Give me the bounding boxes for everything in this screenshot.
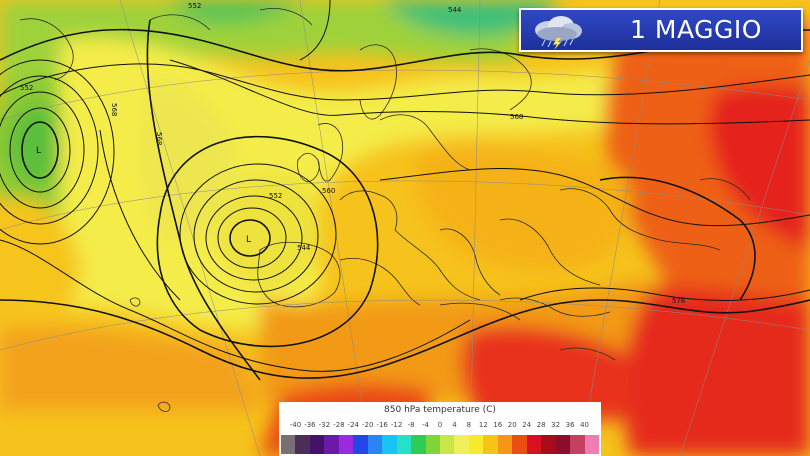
legend-swatch (584, 435, 599, 454)
legend-tick-label: -36 (304, 421, 316, 429)
legend-swatch (338, 435, 354, 454)
contour-label: 552 (20, 84, 33, 92)
storm-cloud-icon (535, 16, 582, 50)
contour-labels: 552 568 568 552 560 544 568 544 552 576 (20, 2, 686, 305)
legend-tick-label: -12 (390, 421, 403, 429)
legend-tick-label: -40 (289, 421, 302, 429)
contour-label: 576 (672, 297, 686, 305)
legend-title: 850 hPa temperature (C) (384, 405, 496, 415)
legend-swatch (468, 435, 484, 454)
legend-swatch (309, 435, 325, 454)
legend-swatch (555, 435, 571, 454)
legend-swatch (541, 435, 556, 454)
legend-swatch (396, 435, 412, 454)
legend-ticks: -40 -36 -32 -28 -24 -20 -16 -12 -8 -4 0 4 8 12 16 20 24 2… (281, 421, 599, 433)
low-pressure-center: L (246, 235, 251, 245)
date-banner: 1 MAGGIO (519, 8, 803, 52)
contour-label: 560 (322, 187, 335, 195)
legend-tick-label: 12 (478, 421, 488, 429)
legend-swatch (497, 435, 513, 454)
date-label: 1 MAGGIO (630, 15, 762, 44)
contour-label: 544 (448, 6, 462, 14)
legend-tick-label: -20 (362, 421, 374, 429)
contour-label: 568 (110, 103, 118, 116)
legend-tick-label: 28 (536, 421, 546, 429)
legend-tick-label: 4 (452, 421, 457, 429)
legend-tick-label: -32 (318, 421, 331, 429)
legend-swatch (324, 435, 339, 454)
legend-tick-label: 36 (565, 421, 575, 429)
legend-tick-label: -24 (347, 421, 359, 429)
legend-tick-label: 20 (507, 421, 517, 429)
legend-tick-label: -16 (376, 421, 388, 429)
low-pressure-center: L (36, 146, 41, 156)
temperature-legend: 850 hPa temperature (C) -40 -36 -32 -28 -24-… (279, 402, 601, 456)
legend-tick-label: 24 (522, 421, 532, 429)
legend-tick-label: 32 (551, 421, 561, 429)
legend-swatch (439, 435, 455, 454)
legend-swatch (281, 435, 296, 454)
legend-tick-label: -28 (333, 421, 345, 429)
legend-swatch (570, 435, 585, 454)
legend-swatch (512, 435, 527, 454)
legend-tick-label: -4 (422, 421, 430, 429)
legend-tick-label: 40 (580, 421, 589, 429)
legend-swatch (411, 435, 426, 454)
legend-swatch (367, 435, 383, 454)
contour-label: 552 (188, 2, 201, 10)
legend-tick-label: 0 (437, 421, 443, 429)
legend-tick-label: 8 (466, 421, 472, 429)
legend-swatch (483, 435, 498, 454)
pressure-centers: L L (36, 146, 251, 245)
contour-label: 568 (155, 132, 163, 145)
contour-label: 552 (269, 192, 282, 200)
legend-tick-label: 16 (493, 421, 503, 429)
legend-tick-label: -8 (407, 421, 415, 429)
legend-color-bar (281, 435, 599, 454)
legend-swatch (526, 435, 542, 454)
legend-swatch (454, 435, 469, 454)
legend-swatch (353, 435, 368, 454)
legend-swatch (425, 435, 440, 454)
legend-swatch (382, 435, 397, 454)
contour-label: 568 (510, 113, 523, 121)
contour-label: 544 (297, 244, 311, 252)
legend-swatch (295, 435, 310, 454)
